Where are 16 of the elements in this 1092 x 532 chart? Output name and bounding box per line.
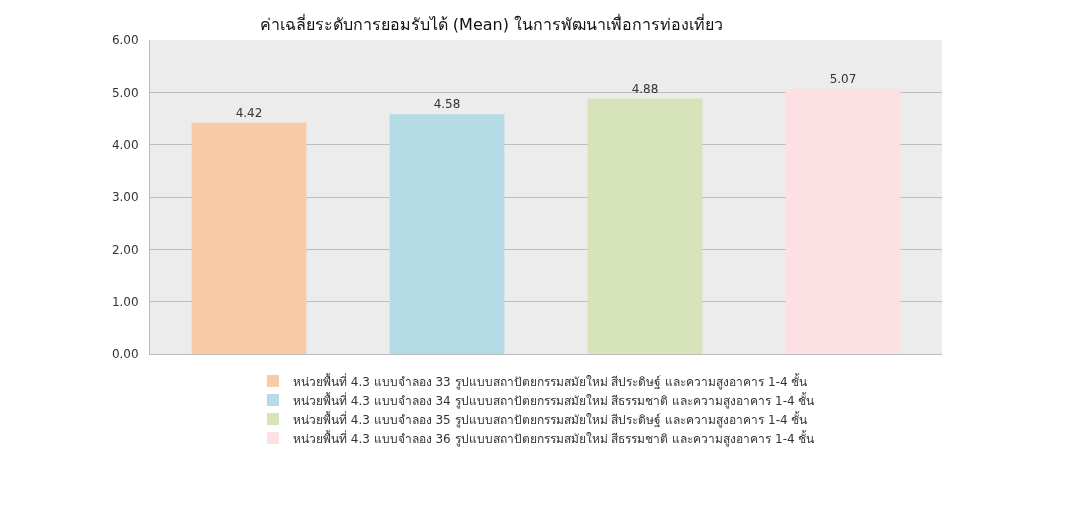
data-label: 4.42	[235, 105, 263, 120]
y-tick-label: 0.00	[111, 347, 139, 362]
legend-label: หน่วยพื้นที่ 4.3 แบบจำลอง 36 รูปแบบสถาปัตยกรรมสมัยใหม่ สีธรรมชาติ และความสูงอาคาร 1-4 ชั้น	[292, 429, 815, 447]
legend-label: หน่วยพื้นที่ 4.3 แบบจำลอง 34 รูปแบบสถาปัตยกรรมสมัยใหม่ สีธรรมชาติ และความสูงอาคาร 1-4 ชั้น	[292, 391, 815, 409]
y-tick-label: 4.00	[111, 137, 139, 152]
y-tick-label: 6.00	[111, 33, 139, 48]
data-label: 5.07	[829, 71, 857, 86]
legend-label: หน่วยพื้นที่ 4.3 แบบจำลอง 33 รูปแบบสถาปัตยกรรมสมัยใหม่ สีประดิษฐ์ และความสูงอาคาร 1-4 ชั้น	[292, 372, 808, 390]
y-tick-label: 2.00	[111, 242, 139, 257]
chart-title: ค่าเฉลี่ยระดับการยอมรับได้ (Mean) ในการพัฒนาเพื่อการท่องเที่ยว	[259, 12, 724, 34]
data-label: 4.58	[433, 97, 461, 112]
legend-label: หน่วยพื้นที่ 4.3 แบบจำลอง 35 รูปแบบสถาปัตยกรรมสมัยใหม่ สีประดิษฐ์ และความสูงอาคาร 1-4 ชั้น	[292, 410, 808, 428]
data-label: 4.88	[631, 81, 659, 96]
y-tick-label: 1.00	[111, 294, 139, 309]
y-tick-label: 3.00	[111, 190, 139, 205]
y-tick-label: 5.00	[111, 85, 139, 100]
